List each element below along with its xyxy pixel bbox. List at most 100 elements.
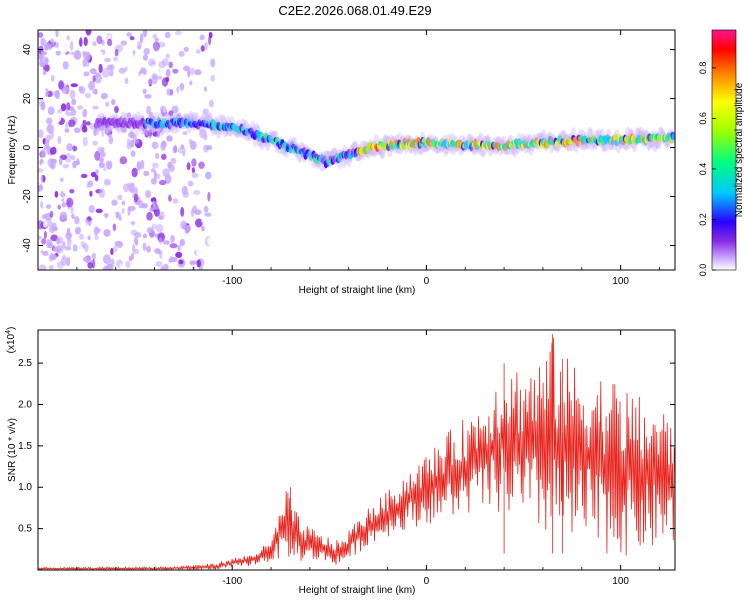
- noise-speck: [111, 199, 118, 206]
- noise-speck: [74, 216, 80, 225]
- noise-speck: [146, 227, 154, 234]
- noise-speck: [201, 225, 205, 232]
- snr-ylabel: SNR (10 * v/v): [7, 418, 18, 482]
- noise-speck: [68, 119, 76, 127]
- noise-speck: [53, 226, 58, 231]
- noise-speck: [92, 75, 96, 83]
- noise-speck: [78, 151, 84, 160]
- noise-speck: [95, 208, 103, 214]
- noise-speck: [48, 265, 54, 270]
- noise-speck: [156, 223, 164, 233]
- noise-speck: [167, 39, 175, 44]
- noise-speck: [69, 89, 76, 100]
- noise-speck: [182, 131, 188, 136]
- snr-xlabel: Height of straight line (km): [299, 585, 416, 596]
- noise-speck: [74, 226, 81, 235]
- noise-speck: [142, 242, 147, 252]
- noise-speck: [191, 158, 197, 167]
- noise-speck: [160, 266, 165, 270]
- noise-speck: [73, 50, 82, 60]
- noise-speck: [51, 74, 55, 83]
- noise-speck: [66, 237, 72, 247]
- ridge-cell: [671, 133, 675, 141]
- noise-speck: [179, 238, 186, 246]
- noise-speck: [204, 245, 209, 255]
- noise-speck: [77, 105, 83, 110]
- spectrogram-ytick-label: 20: [22, 93, 33, 105]
- spectrogram-ytick-label: -40: [22, 238, 33, 253]
- noise-speck: [65, 175, 73, 186]
- noise-speck: [39, 59, 44, 68]
- noise-speck: [55, 116, 59, 127]
- colorbar-tick-label: 0.2: [698, 213, 708, 226]
- snr-ytick-label: 0.5: [18, 524, 32, 535]
- noise-speck: [176, 86, 180, 93]
- noise-speck: [175, 251, 183, 258]
- noise-speck: [55, 244, 64, 254]
- noise-speck: [144, 130, 150, 138]
- noise-speck: [119, 156, 128, 165]
- noise-speck: [78, 85, 83, 93]
- spectrogram-ytick-label: 0: [22, 144, 33, 150]
- noise-speck: [54, 190, 59, 198]
- noise-speck: [116, 241, 124, 248]
- noise-speck: [158, 61, 166, 69]
- noise-speck: [210, 74, 216, 82]
- noise-speck: [90, 171, 97, 178]
- noise-speck: [203, 144, 209, 153]
- noise-speck: [97, 51, 104, 57]
- noise-speck: [154, 37, 159, 42]
- noise-speck: [168, 61, 173, 69]
- noise-speck: [119, 263, 125, 269]
- snr-ytick-label: 2.0: [18, 399, 32, 410]
- noise-speck: [57, 204, 61, 210]
- noise-speck: [38, 208, 43, 218]
- colorbar-tick-label: 0.6: [698, 112, 708, 125]
- noise-speck: [177, 244, 181, 252]
- noise-speck: [166, 135, 173, 142]
- noise-speck: [108, 135, 114, 145]
- noise-speck: [65, 208, 72, 214]
- noise-speck: [81, 125, 88, 133]
- noise-speck: [140, 180, 145, 187]
- noise-speck: [66, 102, 71, 111]
- snr-scale-label: (x10: [6, 333, 17, 353]
- noise-speck: [199, 34, 205, 41]
- noise-speck: [105, 160, 113, 170]
- noise-speck: [71, 75, 78, 86]
- noise-speck: [59, 177, 64, 183]
- spectrogram-frame: [37, 29, 676, 271]
- noise-speck: [113, 56, 118, 62]
- noise-speck: [155, 193, 161, 201]
- ridge-halo: [495, 135, 502, 146]
- noise-speck: [65, 231, 72, 240]
- noise-speck: [168, 110, 174, 116]
- noise-speck: [150, 168, 156, 173]
- noise-speck: [134, 98, 143, 107]
- snr-xtick-label: 0: [424, 576, 430, 587]
- noise-speck: [180, 206, 185, 217]
- snr-scale-factor: (x104): [5, 327, 17, 354]
- noise-speck: [38, 168, 44, 173]
- noise-speck: [48, 139, 54, 148]
- noise-speck: [64, 221, 69, 230]
- noise-speck: [170, 192, 179, 199]
- noise-speck: [50, 234, 59, 242]
- noise-speck: [127, 215, 135, 222]
- noise-speck: [51, 170, 58, 179]
- noise-speck: [133, 193, 139, 203]
- noise-speck: [82, 58, 87, 68]
- noise-speck: [143, 170, 150, 177]
- noise-speck: [88, 80, 95, 91]
- noise-speck: [69, 40, 74, 51]
- noise-speck: [178, 259, 184, 265]
- noise-speck: [209, 99, 214, 108]
- noise-speck: [142, 233, 148, 239]
- noise-speck: [55, 50, 61, 56]
- noise-speck: [161, 153, 167, 160]
- noise-speck: [43, 144, 51, 151]
- noise-speck: [152, 162, 159, 169]
- noise-speck: [98, 157, 105, 163]
- noise-speck: [119, 222, 125, 229]
- noise-speck: [159, 105, 167, 113]
